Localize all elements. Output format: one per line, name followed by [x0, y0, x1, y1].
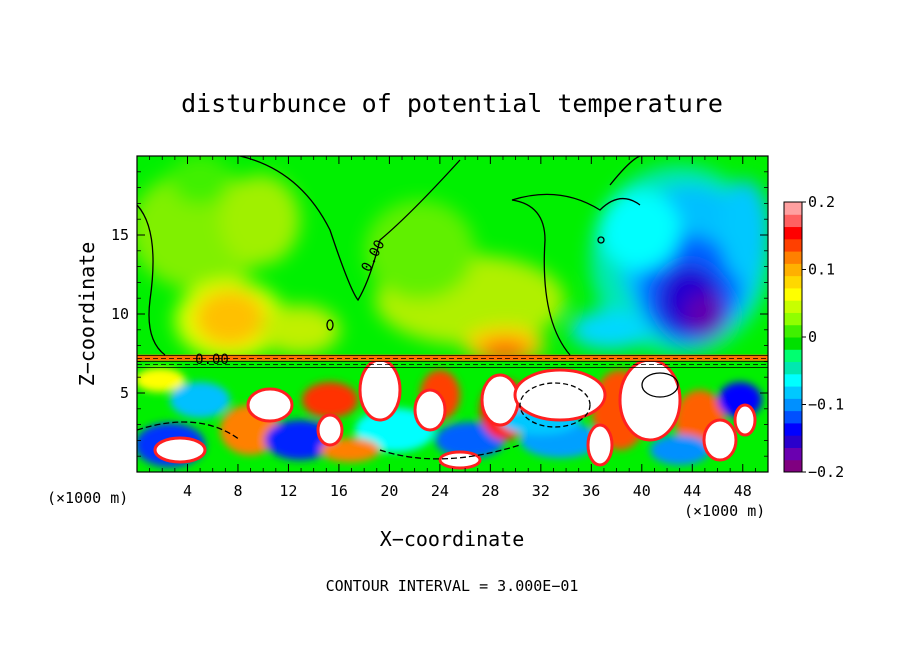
colorbar-swatch	[784, 410, 802, 424]
contour-zero-bubble	[511, 193, 641, 211]
colorbar-swatch	[784, 251, 802, 264]
colorbar-tick-label: 0.1	[808, 261, 835, 279]
y-tick-label: 10	[111, 305, 129, 323]
x-unit-right: (×1000 m)	[684, 502, 765, 520]
x-tick-label: 20	[380, 482, 398, 500]
colorbar-swatch	[784, 422, 802, 436]
contour-zero-right	[511, 199, 571, 356]
x-tick-label: 44	[683, 482, 701, 500]
x-tick-label: 48	[734, 482, 752, 500]
x-tick-label: 8	[233, 482, 242, 500]
colorbar-swatch	[784, 202, 802, 215]
contour-small-loop	[597, 236, 605, 244]
contour-label: 0.00	[195, 352, 229, 368]
colorbar-swatch	[784, 324, 802, 338]
x-tick-label: 28	[481, 482, 499, 500]
contour-zero-center	[239, 156, 461, 302]
colorbar-tick-label: 0.2	[808, 193, 835, 211]
colorbar: 0.2 0.1 0 −0.1 −0.2	[783, 193, 844, 481]
colorbar-tick-label: −0.1	[808, 396, 844, 414]
colorbar-swatch	[784, 214, 802, 228]
colorbar-swatch	[784, 361, 802, 375]
y-tick-label: 5	[120, 384, 129, 402]
colorbar-swatch	[784, 263, 802, 277]
contour-zero-left	[137, 204, 166, 356]
plot-area: 0.000.00	[137, 156, 768, 472]
colorbar-swatch	[784, 238, 802, 252]
contour-small-loop	[326, 319, 334, 331]
x-tick-label: 36	[582, 482, 600, 500]
colorbar-swatch	[784, 459, 802, 473]
colorbar-swatch	[784, 373, 802, 387]
contour-loop	[641, 372, 679, 398]
upper-field	[137, 156, 768, 363]
colorbar-swatch	[784, 287, 802, 301]
colorbar-swatch	[784, 300, 802, 313]
x-tick-label: 12	[279, 482, 297, 500]
lower-field	[137, 356, 768, 472]
contour-lines	[137, 156, 679, 460]
contour-dashed	[519, 382, 591, 428]
colorbar-tick-label: 0	[808, 328, 817, 346]
x-axis-label: X−coordinate	[380, 527, 525, 551]
x-tick-label: 16	[330, 482, 348, 500]
y-axis: 5 10 15	[111, 171, 768, 457]
colorbar-swatch	[784, 447, 802, 461]
x-axis: 4 8 12 16 20 24 28 32 36 40 44 48	[149, 156, 756, 500]
chart-title: disturbunce of potential temperature	[181, 89, 723, 118]
x-tick-label: 24	[431, 482, 449, 500]
colorbar-swatch	[784, 398, 802, 412]
colorbar-swatch	[784, 386, 802, 399]
x-tick-label: 32	[532, 482, 550, 500]
colorbar-swatch	[784, 226, 802, 240]
y-tick-label: 15	[111, 226, 129, 244]
colorbar-tick-label: −0.2	[808, 463, 844, 481]
colorbar-swatch	[784, 275, 802, 289]
x-tick-label: 40	[633, 482, 651, 500]
inversion-layer	[137, 354, 768, 369]
colorbar-swatch	[784, 312, 802, 326]
x-tick-label: 4	[183, 482, 192, 500]
x-unit-left: (×1000 m)	[47, 489, 128, 507]
colorbar-swatch	[784, 337, 802, 350]
colorbar-swatch	[784, 349, 802, 363]
contour-interval-note: CONTOUR INTERVAL = 3.000E−01	[326, 577, 579, 595]
contour-zero-top	[609, 156, 641, 186]
contour-dashed	[137, 421, 521, 460]
y-axis-label: Z−coordinate	[75, 242, 99, 387]
colorbar-swatch	[784, 435, 802, 448]
